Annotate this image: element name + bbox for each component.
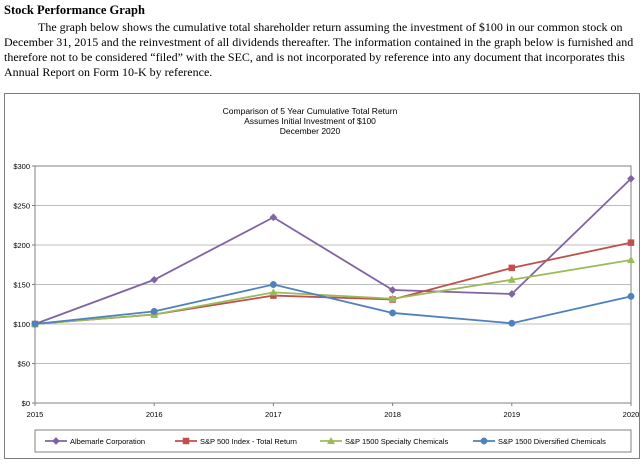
data-point xyxy=(388,294,397,302)
chart-subtitle-date: December 2020 xyxy=(280,126,341,136)
y-tick-label: $0 xyxy=(22,399,30,408)
data-point xyxy=(508,319,516,327)
intro-paragraph: The graph below shows the cumulative tot… xyxy=(4,20,634,79)
legend-item: S&P 1500 Specialty Chemicals xyxy=(320,436,448,446)
data-point xyxy=(627,292,635,300)
series-line xyxy=(34,241,632,325)
data-point xyxy=(389,309,397,317)
data-point xyxy=(508,264,516,272)
data-point xyxy=(269,281,277,288)
grid-lines xyxy=(35,205,631,364)
data-point xyxy=(150,307,158,315)
x-tick-label: 2016 xyxy=(146,410,163,419)
data-point xyxy=(627,174,635,183)
data-point xyxy=(31,320,39,328)
series-line xyxy=(34,283,632,325)
x-tick-label: 2018 xyxy=(384,410,401,419)
data-point xyxy=(150,275,159,284)
y-tick-label: $50 xyxy=(17,360,30,369)
x-tick-label: 2020 xyxy=(623,410,640,419)
legend-marker xyxy=(182,437,190,445)
legend-label: S&P 1500 Diversified Chemicals xyxy=(498,437,606,446)
y-tick-label: $250 xyxy=(13,202,30,211)
y-axis-ticks: $0 $50 $100 $150 $200 $250 $300 xyxy=(13,162,35,408)
data-point xyxy=(388,286,397,294)
legend: Albemarle Corporation S&P 500 Index - Tot… xyxy=(45,436,606,446)
data-point xyxy=(269,213,278,222)
legend-marker xyxy=(326,436,336,445)
x-tick-label: 2019 xyxy=(503,410,520,419)
legend-item: S&P 1500 Diversified Chemicals xyxy=(473,437,606,446)
legend-item: Albemarle Corporation xyxy=(45,437,145,446)
series-1 xyxy=(31,174,635,328)
data-point xyxy=(627,239,635,246)
chart-subtitle: Assumes Initial Investment of $100 xyxy=(244,116,376,126)
legend-marker xyxy=(480,437,488,445)
legend-label: S&P 1500 Specialty Chemicals xyxy=(345,437,448,446)
performance-chart: Comparison of 5 Year Cumulative Total Re… xyxy=(13,106,640,453)
x-tick-label: 2017 xyxy=(265,410,282,419)
legend-box xyxy=(34,429,632,453)
chart-title: Comparison of 5 Year Cumulative Total Re… xyxy=(223,106,398,116)
y-tick-label: $150 xyxy=(13,281,30,290)
chart-container: Comparison of 5 Year Cumulative Total Re… xyxy=(4,93,640,459)
y-tick-label: $100 xyxy=(13,320,30,329)
legend-marker xyxy=(52,437,60,445)
data-point xyxy=(507,275,516,283)
x-axis-ticks: 2015 2016 2017 2018 2019 2020 xyxy=(27,403,640,419)
y-tick-label: $200 xyxy=(13,241,30,250)
data-point xyxy=(269,288,278,296)
x-tick-label: 2015 xyxy=(27,410,44,419)
y-tick-label: $300 xyxy=(13,162,30,171)
legend-label: S&P 500 Index - Total Return xyxy=(200,437,297,446)
series-4 xyxy=(31,281,635,328)
section-heading: Stock Performance Graph xyxy=(4,3,145,17)
data-point xyxy=(626,255,636,264)
series-line xyxy=(34,259,632,325)
document-section: Stock Performance Graph The graph below … xyxy=(4,2,638,80)
legend-label: Albemarle Corporation xyxy=(70,437,145,446)
data-point xyxy=(507,290,516,298)
legend-item: S&P 500 Index - Total Return xyxy=(175,437,297,446)
series-group xyxy=(30,174,636,328)
series-line xyxy=(34,177,632,325)
